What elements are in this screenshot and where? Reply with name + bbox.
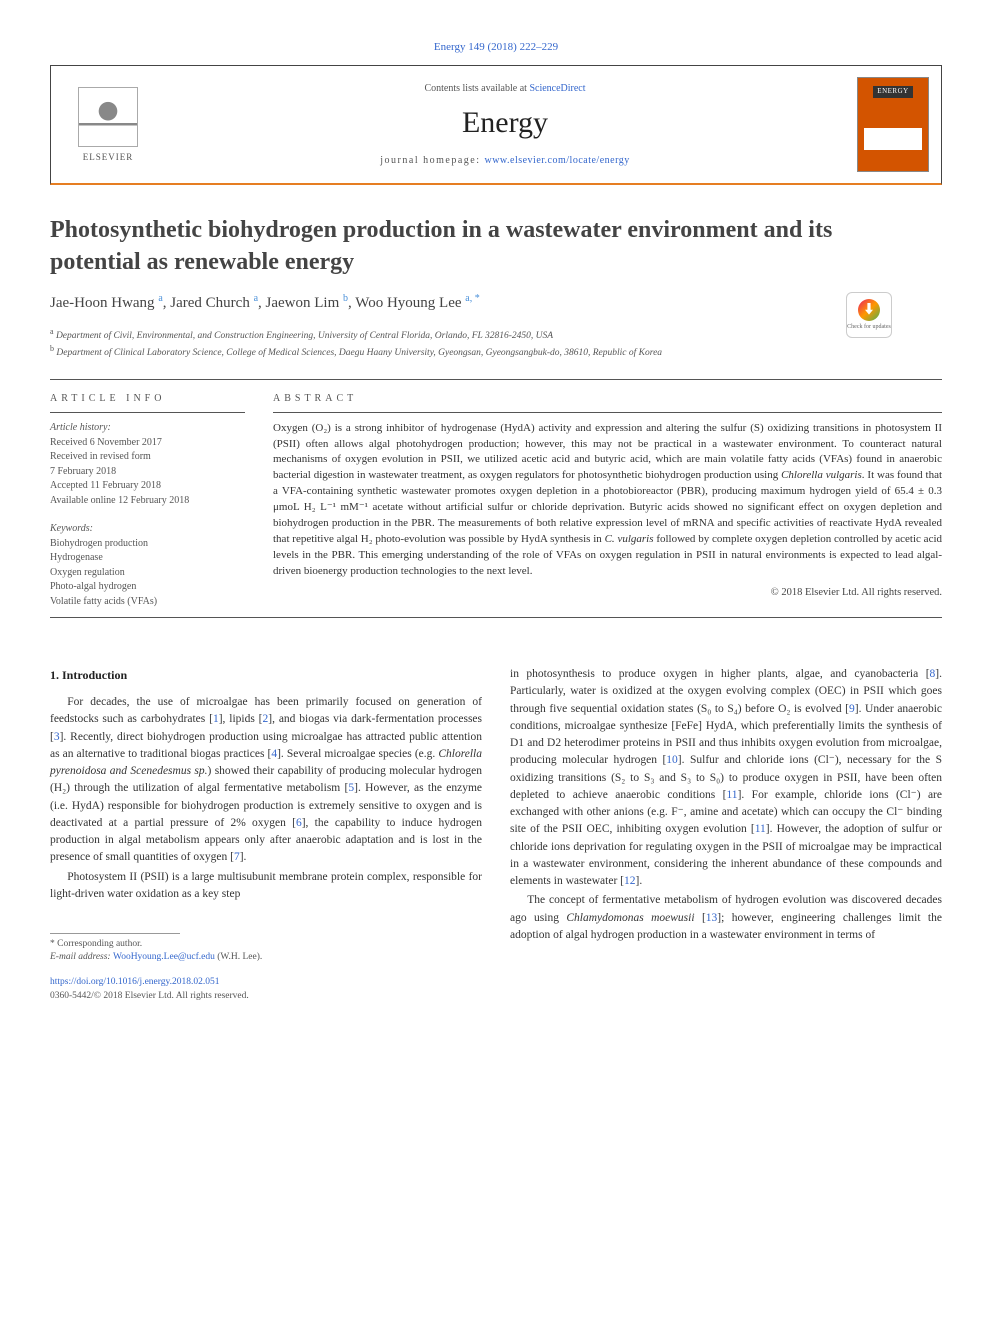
affiliations: a Department of Civil, Environmental, an… bbox=[50, 326, 942, 361]
keyword: Volatile fatty acids (VFAs) bbox=[50, 595, 245, 610]
body-paragraph: Photosystem II (PSII) is a large multisu… bbox=[50, 869, 482, 904]
history-line: 7 February 2018 bbox=[50, 465, 245, 480]
history-line: Available online 12 February 2018 bbox=[50, 494, 245, 509]
check-updates-badge[interactable]: Check for updates bbox=[846, 292, 892, 338]
divider bbox=[50, 617, 942, 618]
journal-title: Energy bbox=[153, 102, 857, 144]
footnote-divider bbox=[50, 933, 180, 934]
cover-title: ENERGY bbox=[873, 86, 912, 98]
email-line: E-mail address: WooHyoung.Lee@ucf.edu (W… bbox=[50, 951, 482, 964]
crossmark-icon bbox=[858, 299, 880, 321]
column-right: in photosynthesis to produce oxygen in h… bbox=[510, 666, 942, 1003]
history-label: Article history: bbox=[50, 422, 111, 433]
history-line: Accepted 11 February 2018 bbox=[50, 479, 245, 494]
publisher-name: ELSEVIER bbox=[83, 151, 134, 164]
journal-citation-link[interactable]: Energy 149 (2018) 222–229 bbox=[50, 40, 942, 55]
history-line: Received 6 November 2017 bbox=[50, 436, 245, 451]
body-paragraph: in photosynthesis to produce oxygen in h… bbox=[510, 666, 942, 890]
affiliation-a: Department of Civil, Environmental, and … bbox=[56, 331, 553, 341]
affiliation-b: Department of Clinical Laboratory Scienc… bbox=[56, 348, 662, 358]
section-heading-intro: 1. Introduction bbox=[50, 666, 482, 684]
elsevier-logo: ELSEVIER bbox=[63, 80, 153, 170]
corresponding-author-note: * Corresponding author. bbox=[50, 938, 482, 951]
keyword: Oxygen regulation bbox=[50, 566, 245, 581]
author-list: Jae-Hoon Hwang a, Jared Church a, Jaewon… bbox=[50, 292, 942, 314]
journal-homepage-link[interactable]: www.elsevier.com/locate/energy bbox=[484, 155, 629, 166]
check-updates-label: Check for updates bbox=[847, 323, 891, 331]
journal-homepage-line: journal homepage: www.elsevier.com/locat… bbox=[153, 154, 857, 168]
keyword: Photo-algal hydrogen bbox=[50, 580, 245, 595]
cover-body bbox=[864, 128, 922, 150]
doi-link[interactable]: https://doi.org/10.1016/j.energy.2018.02… bbox=[50, 977, 220, 987]
sciencedirect-link[interactable]: ScienceDirect bbox=[529, 83, 585, 94]
article-title: Photosynthetic biohydrogen production in… bbox=[50, 215, 942, 277]
footer-copyright: 0360-5442/© 2018 Elsevier Ltd. All right… bbox=[50, 989, 482, 1003]
keywords-label: Keywords: bbox=[50, 522, 245, 537]
abstract-text: Oxygen (O₂) is a strong inhibitor of hyd… bbox=[273, 421, 942, 580]
keyword: Hydrogenase bbox=[50, 551, 245, 566]
journal-header: ELSEVIER Contents lists available at Sci… bbox=[50, 65, 942, 185]
journal-cover-thumbnail: ENERGY bbox=[857, 77, 929, 172]
body-two-column: 1. Introduction For decades, the use of … bbox=[50, 666, 942, 1003]
article-info-heading: ARTICLE INFO bbox=[50, 392, 245, 407]
contents-available-line: Contents lists available at ScienceDirec… bbox=[153, 82, 857, 96]
body-paragraph: The concept of fermentative metabolism o… bbox=[510, 892, 942, 944]
column-left: 1. Introduction For decades, the use of … bbox=[50, 666, 482, 1003]
body-paragraph: For decades, the use of microalgae has b… bbox=[50, 694, 482, 867]
abstract-panel: ABSTRACT Oxygen (O₂) is a strong inhibit… bbox=[273, 392, 942, 610]
article-info-panel: ARTICLE INFO Article history: Received 6… bbox=[50, 392, 245, 610]
elsevier-tree-icon bbox=[78, 87, 138, 147]
abstract-heading: ABSTRACT bbox=[273, 392, 942, 406]
history-line: Received in revised form bbox=[50, 450, 245, 465]
corresponding-email-link[interactable]: WooHyoung.Lee@ucf.edu bbox=[113, 952, 215, 962]
abstract-copyright: © 2018 Elsevier Ltd. All rights reserved… bbox=[273, 586, 942, 601]
divider bbox=[50, 379, 942, 380]
keyword: Biohydrogen production bbox=[50, 537, 245, 552]
